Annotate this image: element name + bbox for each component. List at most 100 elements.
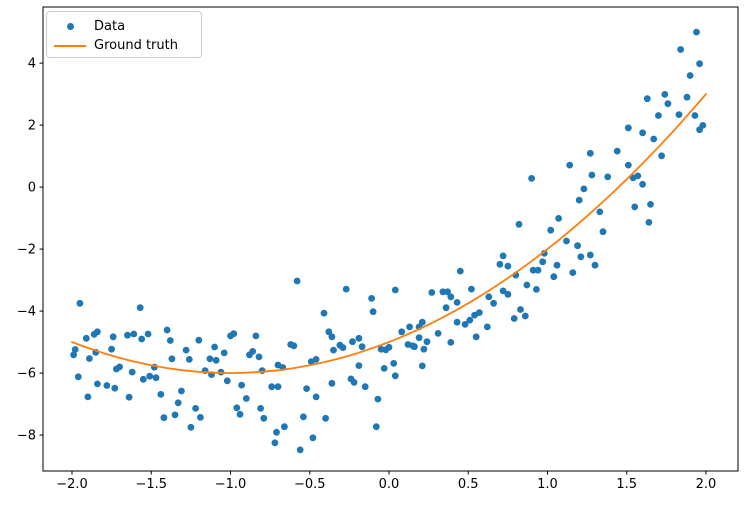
scatter-point: [563, 237, 570, 245]
scatter-point: [406, 323, 413, 331]
scatter-point: [475, 309, 483, 316]
x-tick-label: 2.0: [696, 477, 717, 492]
scatter-point: [312, 356, 320, 363]
scatter-point: [539, 258, 547, 266]
scatter-point: [575, 196, 583, 204]
scatter-point: [496, 260, 504, 268]
scatter-point: [296, 446, 304, 454]
scatter-point: [342, 285, 350, 293]
scatter-point: [242, 395, 250, 402]
scatter-point: [281, 423, 288, 431]
scatter-point: [174, 399, 182, 407]
scatter-point: [368, 295, 375, 302]
scatter-point: [355, 362, 363, 369]
scatter-point: [533, 286, 540, 293]
scatter-point: [320, 309, 328, 317]
y-tick-label: 4: [28, 57, 36, 72]
scatter-point: [504, 262, 512, 270]
scatter-point: [485, 293, 493, 301]
scatter-point: [109, 333, 117, 341]
scatter-point: [330, 346, 337, 354]
scatter-point: [128, 368, 136, 376]
scatter-point: [499, 252, 507, 260]
scatter-point: [390, 360, 398, 367]
scatter-point: [523, 281, 531, 289]
scatter-point: [566, 161, 574, 169]
scatter-point: [113, 365, 120, 373]
scatter-point: [655, 112, 662, 119]
scatter-point: [71, 346, 79, 353]
ground-truth-line-swatch: [54, 44, 86, 47]
scatter-point: [146, 372, 154, 380]
scatter-point: [273, 428, 280, 436]
scatter-point: [139, 375, 147, 383]
scatter-point: [591, 261, 599, 269]
scatter-point: [483, 323, 491, 331]
scatter-point: [696, 126, 703, 134]
scatter-point: [504, 290, 512, 298]
scatter-point: [374, 395, 382, 403]
scatter-point: [534, 266, 542, 274]
scatter-point: [349, 338, 356, 346]
scatter-point: [163, 326, 171, 334]
y-tick-label: −4: [17, 305, 36, 320]
scatter-point: [664, 100, 672, 108]
scatter-point: [355, 334, 363, 342]
legend: Data Ground truth: [46, 11, 202, 58]
data-marker-swatch: [66, 23, 74, 30]
y-tick-label: 0: [28, 181, 36, 196]
scatter-point: [521, 312, 529, 320]
y-tick-label: −2: [17, 243, 36, 258]
scatter-point: [547, 226, 555, 234]
y-tick-label: 2: [28, 119, 36, 134]
scatter-point: [350, 379, 358, 386]
scatter-point: [553, 261, 561, 269]
scatter-point: [588, 171, 596, 179]
scatter-point: [144, 330, 152, 338]
scatter-point: [439, 288, 447, 296]
y-tick-label: −6: [17, 367, 36, 382]
line-swatch-icon: [54, 44, 86, 47]
scatter-point: [596, 208, 604, 216]
x-tick-label: −1.0: [215, 477, 247, 492]
scatter-point: [230, 330, 238, 338]
scatter-point: [358, 343, 366, 351]
scatter-point: [236, 410, 244, 418]
scatter-point: [693, 28, 700, 36]
scatter-point: [385, 343, 393, 351]
y-tick-label: −8: [17, 429, 36, 444]
axes-spines: [42, 6, 739, 472]
scatter-point: [643, 95, 651, 103]
scatter-point: [453, 299, 461, 306]
x-tick-label: 1.0: [537, 477, 558, 492]
scatter-point: [103, 382, 111, 389]
scatter-point: [434, 330, 442, 337]
x-tick-label: −1.5: [135, 477, 167, 492]
scatter-marker-icon: [54, 23, 86, 30]
scatter-point: [683, 93, 691, 101]
scatter-point: [312, 393, 320, 401]
scatter-point: [166, 337, 174, 344]
scatter-point: [423, 338, 431, 346]
scatter-point: [420, 345, 428, 353]
scatter-point: [160, 414, 168, 422]
scatter-point: [639, 129, 646, 137]
scatter-point: [391, 372, 399, 380]
scatter-point: [677, 46, 684, 53]
scatter-point: [255, 353, 263, 361]
scatter-point: [645, 219, 653, 226]
scatter-point: [631, 203, 639, 211]
scatter-point: [447, 293, 455, 301]
scatter-point: [192, 405, 200, 412]
scatter-point: [529, 266, 537, 274]
scatter-point: [550, 273, 558, 281]
scatter-point: [415, 334, 423, 342]
scatter-point: [178, 387, 185, 395]
scatter-point: [94, 380, 101, 388]
scatter-point: [293, 277, 301, 285]
scatter-point: [328, 379, 336, 387]
legend-item-data: Data: [47, 17, 201, 36]
scatter-point: [268, 383, 276, 391]
